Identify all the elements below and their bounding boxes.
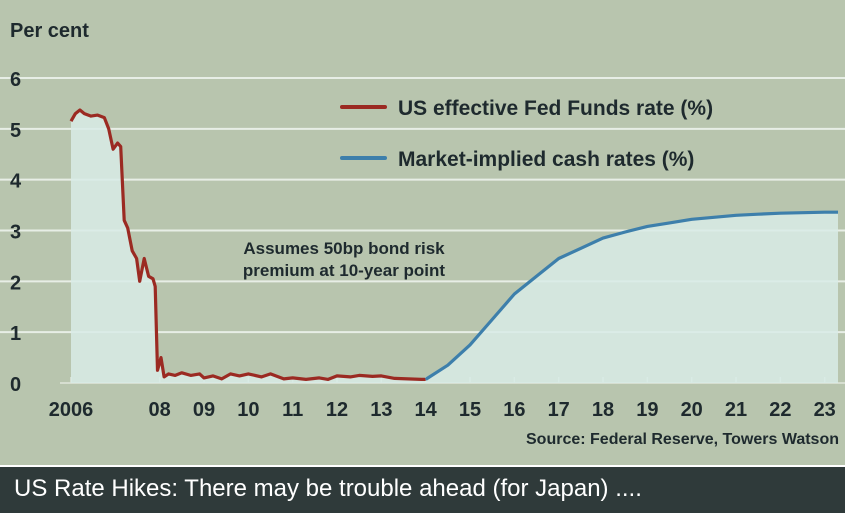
y-tick-label-5: 5 bbox=[10, 120, 21, 142]
chart-panel: 0 1 2 3 4 5 6 2006 08 09 10 11 12 13 14 15 16 17 18 19 20 21 2… bbox=[0, 0, 845, 465]
x-tick-label-2006: 2006 bbox=[49, 399, 94, 421]
y-tick-label-1: 1 bbox=[10, 323, 21, 345]
x-tick-label-08: 08 bbox=[149, 399, 171, 421]
x-tick-label-10: 10 bbox=[237, 399, 259, 421]
x-tick-label-16: 16 bbox=[503, 399, 525, 421]
series-area-0 bbox=[71, 110, 426, 383]
x-tick-label-11: 11 bbox=[282, 399, 303, 421]
x-tick-label-15: 15 bbox=[459, 399, 481, 421]
x-tick-label-18: 18 bbox=[592, 399, 614, 421]
legend-label-fed-funds: US effective Fed Funds rate (%) bbox=[398, 97, 713, 120]
x-tick-label-19: 19 bbox=[636, 399, 658, 421]
y-tick-label-4: 4 bbox=[10, 171, 22, 193]
y-tick-label-6: 6 bbox=[10, 69, 21, 91]
annotation-line-1: Assumes 50bp bond risk bbox=[243, 239, 445, 258]
y-tick-label-2: 2 bbox=[10, 272, 21, 294]
area-fills bbox=[71, 110, 838, 383]
series-line-1 bbox=[424, 210, 838, 381]
annotation: Assumes 50bp bond risk premium at 10-yea… bbox=[243, 239, 446, 280]
y-tick-label-0: 0 bbox=[10, 374, 21, 396]
x-tick-label-23: 23 bbox=[814, 399, 836, 421]
x-tick-label-12: 12 bbox=[326, 399, 348, 421]
y-axis-label: Per cent bbox=[10, 20, 89, 42]
x-tick-label-17: 17 bbox=[548, 399, 570, 421]
series-line-0 bbox=[69, 108, 426, 381]
x-tick-label-14: 14 bbox=[415, 399, 438, 421]
series-area-1 bbox=[425, 212, 838, 383]
annotation-line-2: premium at 10-year point bbox=[243, 261, 446, 280]
x-tick-label-09: 09 bbox=[193, 399, 215, 421]
caption-bar: US Rate Hikes: There may be trouble ahea… bbox=[0, 467, 845, 513]
x-tick-label-13: 13 bbox=[370, 399, 392, 421]
y-tick-label-3: 3 bbox=[10, 222, 21, 244]
x-tick-label-21: 21 bbox=[725, 399, 747, 421]
caption-text: US Rate Hikes: There may be trouble ahea… bbox=[14, 475, 642, 502]
series-lines bbox=[69, 108, 838, 381]
x-tick-label-20: 20 bbox=[681, 399, 703, 421]
legend: US effective Fed Funds rate (%) Market-i… bbox=[340, 97, 713, 171]
legend-label-market-implied: Market-implied cash rates (%) bbox=[398, 148, 694, 171]
source-note: Source: Federal Reserve, Towers Watson bbox=[526, 431, 839, 448]
x-tick-label-22: 22 bbox=[769, 399, 791, 421]
